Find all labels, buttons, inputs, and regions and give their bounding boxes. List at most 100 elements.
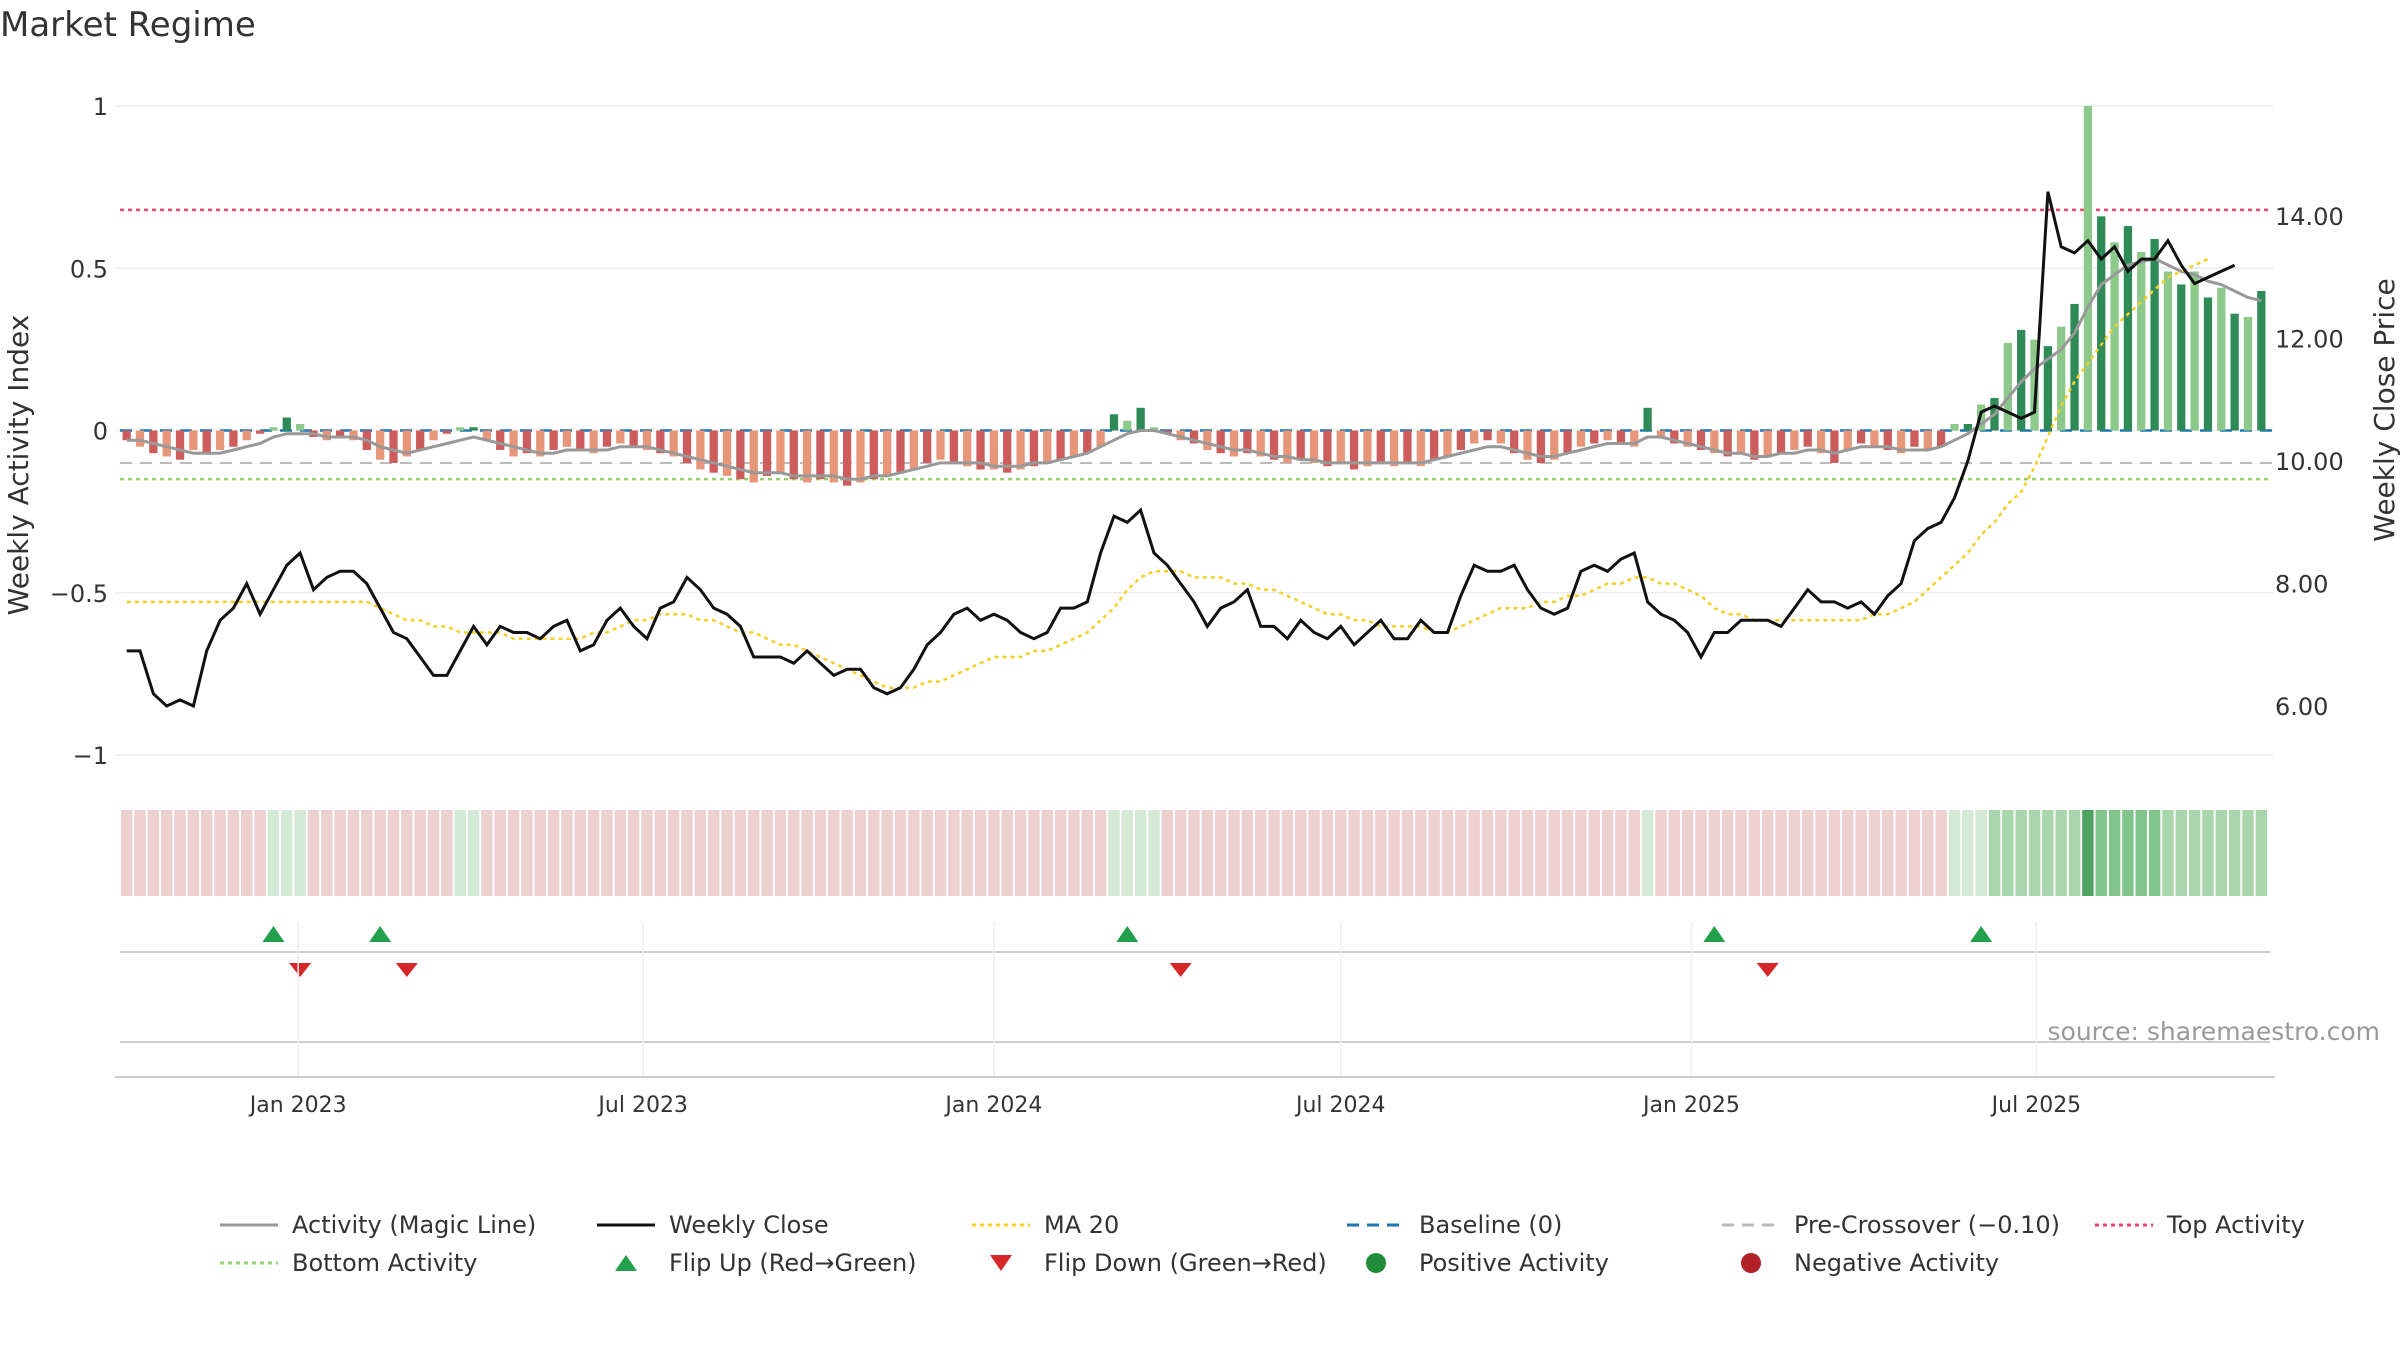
regime-cell: [1041, 810, 1053, 896]
activity-bar: [149, 430, 158, 454]
activity-bar: [2070, 303, 2079, 431]
regime-cell: [2255, 810, 2268, 896]
activity-bar: [1283, 430, 1292, 463]
regime-cell: [854, 810, 867, 896]
activity-bar: [442, 430, 452, 434]
left-tick-label: 0: [93, 418, 108, 446]
regime-cell: [2188, 810, 2201, 896]
series-lines: [126, 191, 2262, 709]
regime-cell: [1174, 810, 1187, 896]
activity-bar: [923, 430, 932, 463]
regime-cell: [1601, 810, 1614, 896]
x-tick-label: Jul 2023: [596, 1093, 688, 1118]
legend-label: MA 20: [1044, 1211, 1119, 1239]
activity-bar: [816, 430, 825, 480]
activity-bar: [1430, 430, 1439, 460]
x-tick-label: Jan 2024: [943, 1093, 1042, 1118]
flip-up-marker: [1703, 926, 1726, 942]
regime-cell: [1001, 810, 1013, 896]
regime-cell: [1388, 810, 1400, 896]
activity-bar: [1043, 430, 1052, 463]
legend-label: Flip Down (Green→Red): [1044, 1249, 1327, 1277]
regime-cell: [534, 810, 546, 896]
activity-bar: [1630, 430, 1639, 447]
flip-up-marker: [1116, 926, 1139, 942]
regime-cell: [1375, 810, 1387, 896]
activity-bar: [2003, 342, 2012, 431]
activity-bar: [1843, 430, 1852, 450]
regime-cell: [1068, 810, 1080, 896]
activity-bar: [963, 430, 972, 467]
left-tick-label: 0.5: [70, 255, 108, 283]
activity-bar: [936, 430, 945, 460]
regime-cell: [1535, 810, 1547, 896]
activity-bar: [829, 430, 838, 483]
legend-item: Weekly Close: [597, 1211, 829, 1239]
regime-cell: [1721, 810, 1734, 896]
activity-bar: [1216, 430, 1225, 454]
regime-cell: [2162, 810, 2174, 896]
right-tick-label: 14.00: [2275, 203, 2344, 231]
regime-cell: [494, 810, 506, 896]
regime-cell: [734, 810, 747, 896]
legend-swatch: [1366, 1253, 1386, 1273]
regime-cell: [1922, 810, 1934, 896]
regime-cell: [2215, 810, 2228, 896]
activity-bar: [1109, 414, 1119, 431]
activity-bar: [509, 430, 518, 457]
regime-cell: [1415, 810, 1427, 896]
legend-item: Negative Activity: [1741, 1249, 1999, 1277]
activity-bar: [1056, 430, 1065, 460]
legend-label: Activity (Magic Line): [292, 1211, 536, 1239]
activity-bar: [1123, 420, 1132, 431]
activity-bar: [1510, 430, 1519, 454]
regime-cell: [1108, 810, 1120, 896]
regime-cell: [1895, 810, 1907, 896]
right-tick-label: 6.00: [2275, 693, 2328, 721]
activity-bar: [389, 430, 398, 463]
regime-cell: [948, 810, 960, 896]
legend-item: Activity (Magic Line): [220, 1211, 536, 1239]
activity-bars: [122, 106, 2266, 486]
regime-cell: [747, 810, 760, 896]
flip-up-marker: [1970, 926, 1993, 942]
activity-bar: [1643, 407, 1652, 431]
activity-bar: [709, 430, 718, 473]
regime-cell: [1134, 810, 1147, 896]
legend-label: Flip Up (Red→Green): [669, 1249, 917, 1277]
regime-cell: [281, 810, 293, 896]
activity-bar: [616, 430, 625, 444]
regime-cell: [1294, 810, 1307, 896]
regime-cell: [627, 810, 640, 896]
chart-title: Market Regime: [0, 5, 256, 45]
activity-bar: [1950, 424, 1959, 431]
activity-bar: [255, 430, 265, 434]
left-axis-ticks: 1 0.5 0 −0.5 −1: [50, 93, 108, 770]
regime-cell: [321, 810, 333, 896]
activity-bar: [429, 430, 438, 441]
activity-bar: [1696, 430, 1706, 450]
regime-cell: [294, 810, 306, 896]
regime-cell: [134, 810, 146, 896]
regime-cell: [1014, 810, 1027, 896]
activity-bar: [496, 430, 505, 450]
legend-label: Bottom Activity: [292, 1249, 477, 1277]
regime-cell: [1708, 810, 1721, 896]
regime-cell: [2015, 810, 2027, 896]
activity-bar: [2257, 290, 2266, 431]
regime-cell: [1321, 810, 1334, 896]
regime-cell: [788, 810, 800, 896]
activity-bar: [2123, 226, 2133, 431]
legend-item: Pre-Crossover (−0.10): [1722, 1211, 2060, 1239]
activity-bar: [122, 430, 131, 441]
activity-bar: [1523, 430, 1532, 460]
legend-item: Top Activity: [2095, 1211, 2305, 1239]
regime-cell: [1281, 810, 1294, 896]
regime-cell: [2028, 810, 2041, 896]
activity-bar: [736, 430, 745, 480]
regime-cell: [908, 810, 920, 896]
activity-bar: [749, 430, 758, 483]
regime-cell: [1548, 810, 1560, 896]
regime-cell: [441, 810, 453, 896]
